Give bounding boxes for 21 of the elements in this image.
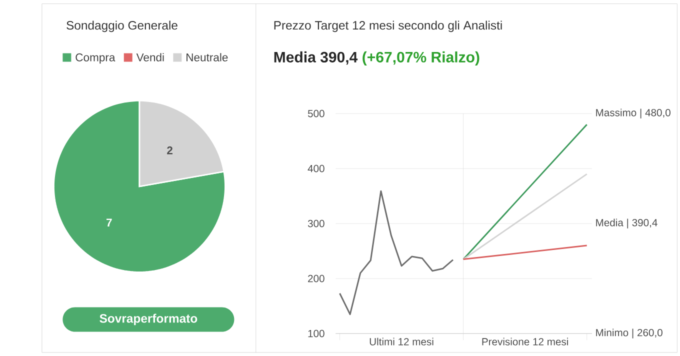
text: Minimo | 260,0 (596, 328, 662, 338)
text: Massimo | 480,0 (596, 108, 670, 118)
x-tick-label: Ultimi 12 mesi (370, 338, 434, 346)
chart-subtitle: Media 390,4 (274, 51, 358, 65)
data-label: 2 (167, 146, 172, 154)
y-tick-label: 300 (308, 220, 324, 228)
y-tick-label: 400 (308, 164, 324, 172)
chart-title: Prezzo Target 12 mesi secondo gli Analisti (274, 20, 502, 32)
legend-label: Neutrale (186, 52, 228, 62)
chart-title: Sondaggio Generale (66, 20, 178, 32)
text: (+67,07% Rialzo) (362, 51, 480, 66)
legend-label: Compra (76, 53, 116, 64)
y-tick-label: 100 (308, 330, 324, 338)
legend-label: Vendi (136, 52, 164, 62)
y-tick-label: 500 (308, 110, 324, 118)
data-label: 7 (106, 218, 112, 226)
text: Media | 390,4 (596, 218, 658, 228)
y-tick-label: 200 (308, 274, 324, 282)
text: Sovraperformato (100, 314, 198, 326)
x-tick-label: Previsione 12 mesi (482, 338, 568, 346)
line-series (339, 190, 454, 315)
